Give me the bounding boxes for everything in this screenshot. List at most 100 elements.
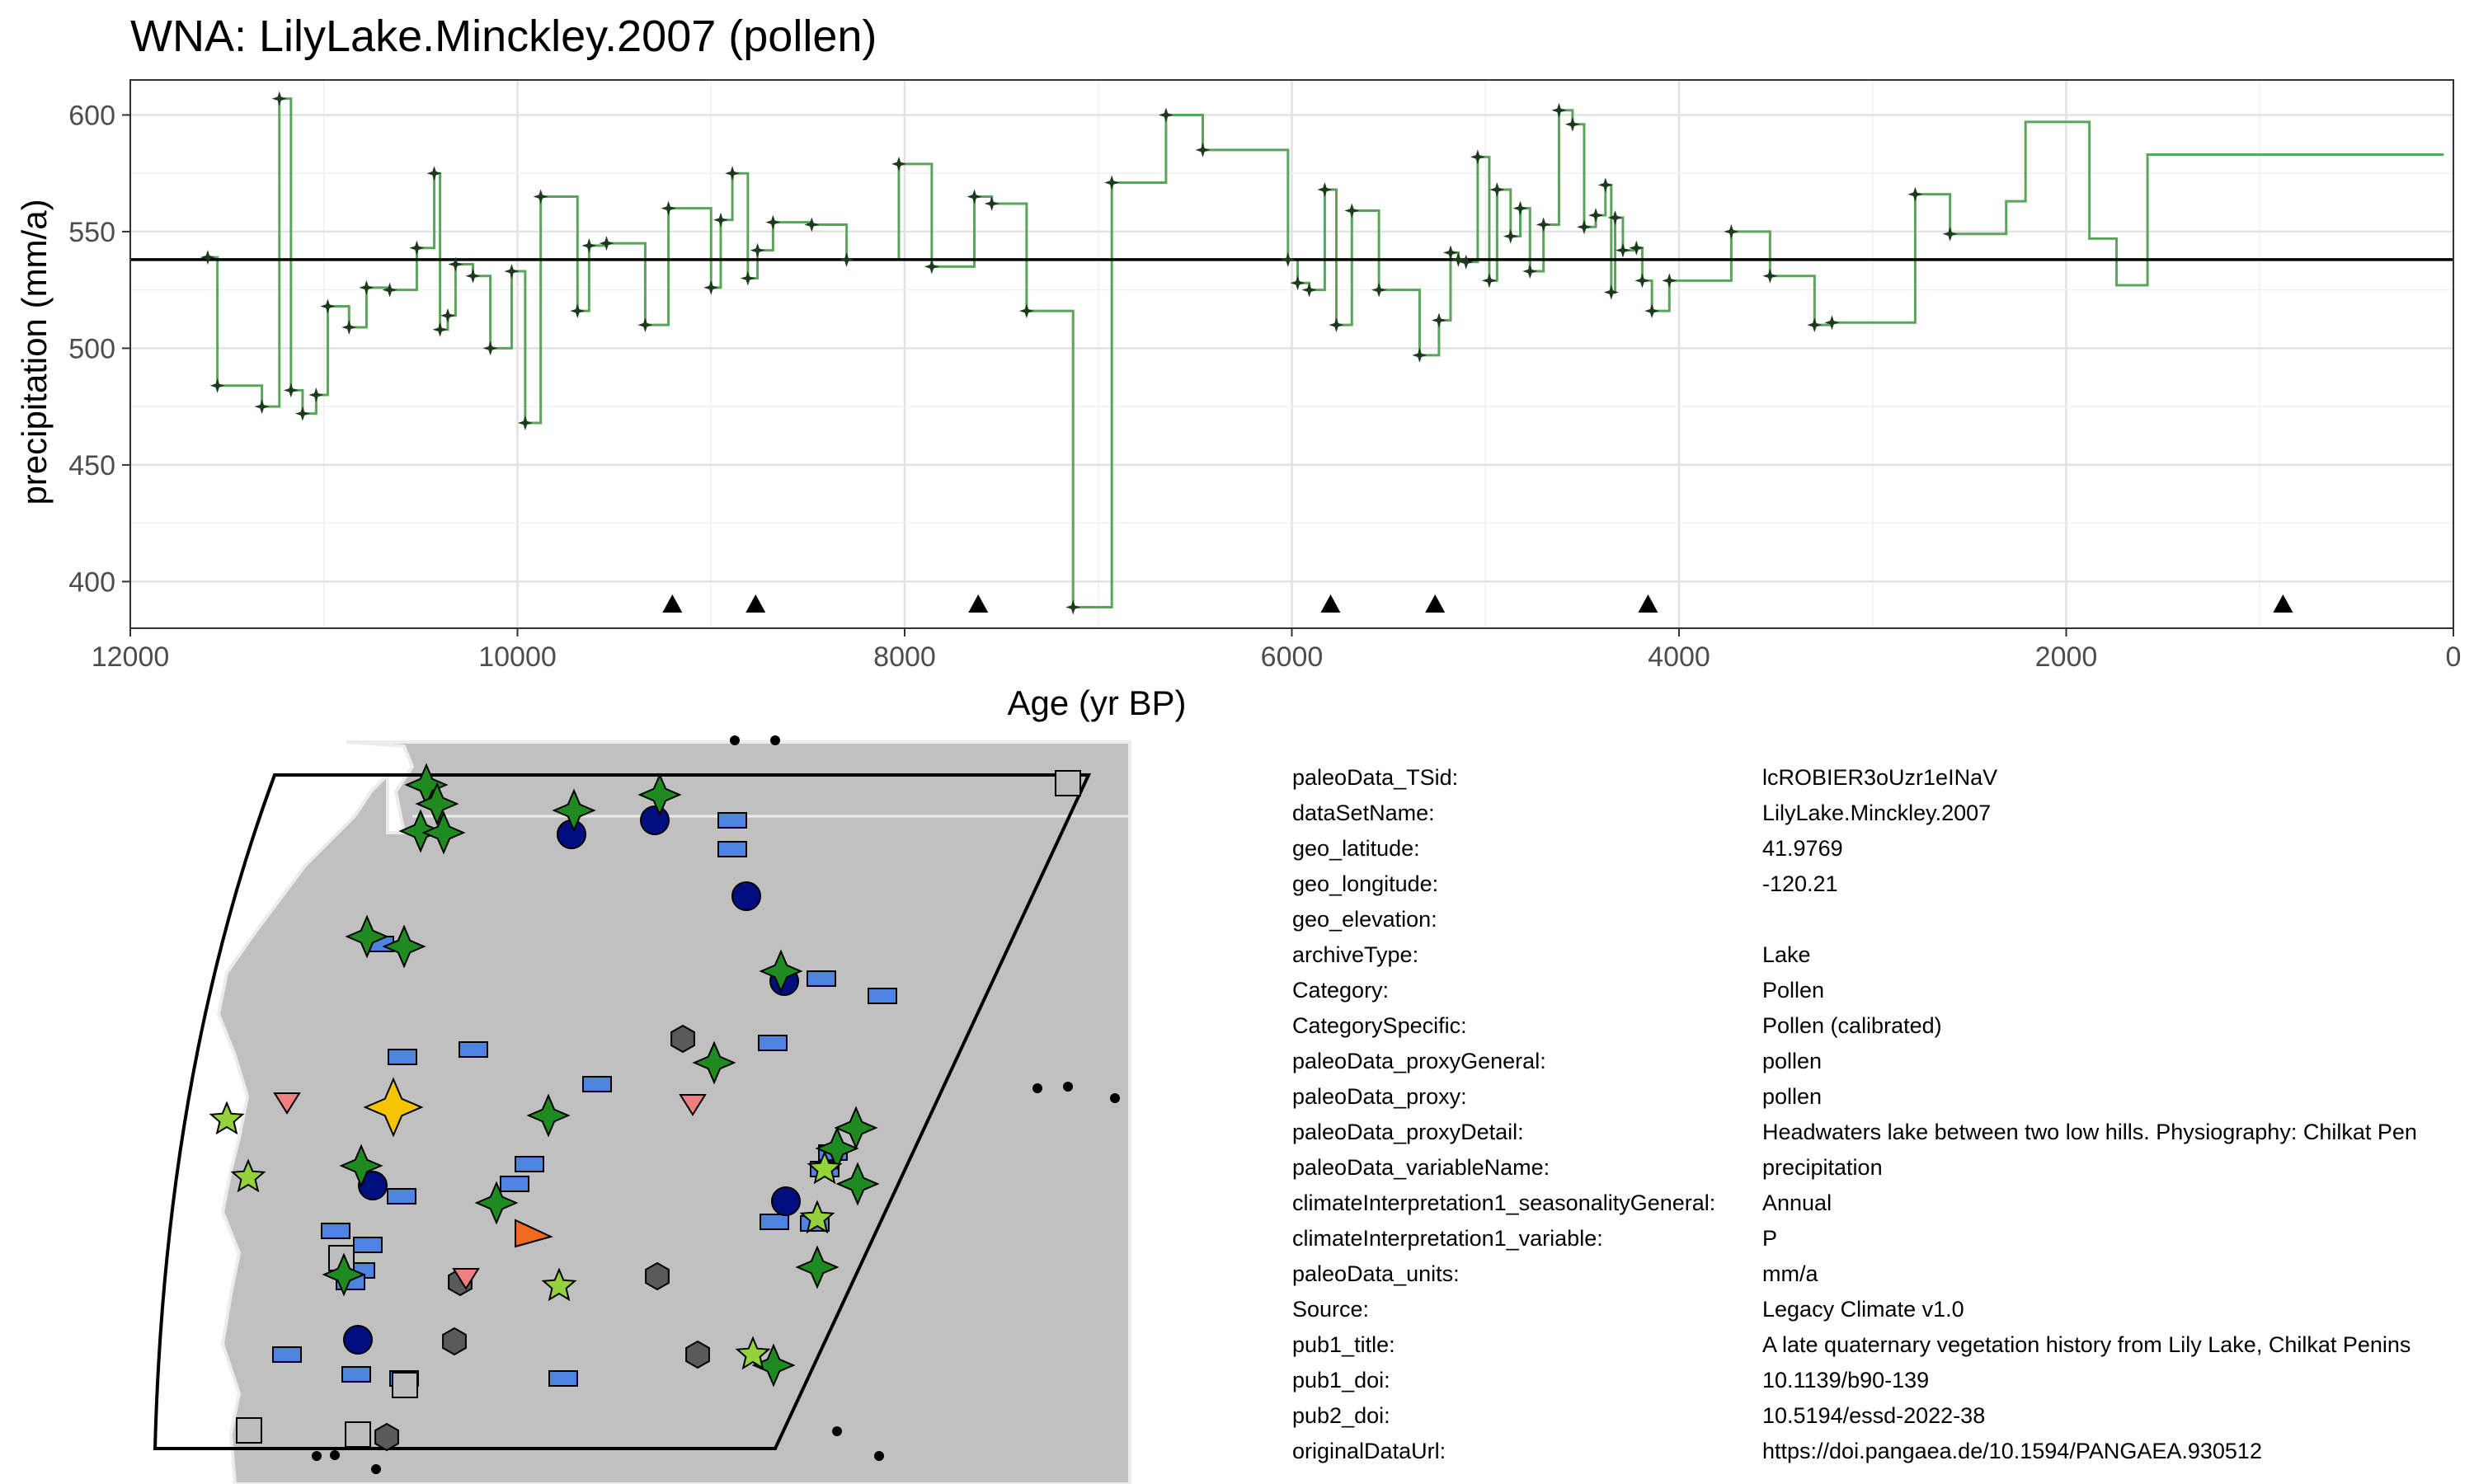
x-tick-label: 10000 bbox=[478, 641, 557, 673]
data-point bbox=[1615, 242, 1630, 258]
metadata-value: pollen bbox=[1762, 1084, 1823, 1109]
marker-triangle-pink bbox=[452, 1268, 480, 1290]
x-tick-label: 12000 bbox=[92, 641, 170, 673]
chron-marker bbox=[745, 594, 766, 613]
data-point bbox=[308, 387, 324, 403]
data-point bbox=[924, 259, 939, 275]
data-point bbox=[294, 406, 310, 421]
marker-star-light-green bbox=[799, 1200, 835, 1234]
data-point bbox=[432, 322, 448, 337]
marker-rect-blue bbox=[548, 1370, 578, 1387]
data-point bbox=[254, 399, 270, 415]
marker-star-light-green bbox=[735, 1336, 771, 1370]
metadata-key: originalDataUrl: bbox=[1292, 1439, 1446, 1463]
metadata-key: CategorySpecific: bbox=[1292, 1013, 1467, 1038]
data-point bbox=[703, 279, 719, 295]
chron-marker bbox=[1425, 594, 1446, 613]
data-point bbox=[1607, 209, 1623, 225]
data-point bbox=[1551, 102, 1567, 118]
data-point bbox=[533, 189, 548, 204]
metadata-key: paleoData_units: bbox=[1292, 1261, 1460, 1286]
marker-circle-navy bbox=[343, 1325, 373, 1355]
data-point bbox=[713, 212, 728, 228]
data-point bbox=[765, 214, 781, 230]
data-point bbox=[341, 319, 357, 335]
y-axis-ticks: 400 450 500 550 600 bbox=[68, 100, 130, 598]
metadata-key: climateInterpretation1_variable: bbox=[1292, 1226, 1603, 1251]
metadata-value: P bbox=[1762, 1226, 1778, 1251]
data-point bbox=[1576, 219, 1592, 235]
marker-star-dark-green bbox=[421, 810, 466, 855]
chron-markers bbox=[662, 594, 2293, 613]
data-point bbox=[1280, 251, 1296, 267]
marker-star-light-green bbox=[807, 1150, 843, 1185]
marker-rect-blue bbox=[387, 1188, 416, 1205]
data-point bbox=[725, 166, 741, 181]
data-point bbox=[320, 298, 336, 314]
marker-triangle-pink bbox=[679, 1094, 707, 1116]
data-point bbox=[599, 236, 614, 251]
y-tick-label: 400 bbox=[68, 566, 115, 598]
marker-dot-black bbox=[1110, 1093, 1120, 1103]
marker-star-dark-green bbox=[415, 782, 459, 826]
data-point bbox=[1104, 175, 1120, 190]
grid-lines bbox=[129, 80, 2455, 628]
marker-dot-black bbox=[312, 1451, 322, 1461]
marker-circle-navy bbox=[771, 1186, 801, 1216]
marker-star-dark-green bbox=[759, 949, 803, 993]
data-point bbox=[504, 264, 520, 279]
marker-hexagon bbox=[685, 1340, 710, 1369]
y-tick-label: 450 bbox=[68, 450, 115, 481]
x-axis-ticks: 12000 10000 8000 6000 4000 2000 0 bbox=[92, 628, 2462, 673]
data-point bbox=[1942, 226, 1958, 242]
data-point bbox=[581, 237, 597, 253]
map-bounding-box bbox=[153, 773, 1092, 1450]
data-point bbox=[891, 156, 906, 171]
map-land bbox=[216, 740, 1131, 1484]
marker-rect-blue bbox=[459, 1041, 488, 1058]
marker-rect-blue bbox=[341, 1366, 371, 1383]
metadata-value: 10.5194/essd-2022-38 bbox=[1762, 1403, 1986, 1428]
chron-marker bbox=[968, 594, 989, 613]
marker-circle-navy bbox=[640, 805, 670, 835]
marker-circle-navy bbox=[358, 1171, 388, 1200]
marker-rect-blue bbox=[321, 1223, 350, 1239]
data-point bbox=[1481, 273, 1497, 289]
marker-rect-blue bbox=[582, 1076, 612, 1092]
marker-rect-blue bbox=[388, 1049, 417, 1065]
marker-star-dark-green bbox=[526, 1093, 571, 1138]
marker-star-light-green bbox=[541, 1267, 577, 1302]
data-point bbox=[382, 282, 397, 298]
marker-rect-blue bbox=[717, 841, 747, 857]
marker-star-dark-green bbox=[835, 1162, 880, 1206]
metadata-value: Annual bbox=[1762, 1190, 1832, 1215]
metadata-key: paleoData_proxyDetail: bbox=[1292, 1120, 1524, 1144]
data-point bbox=[750, 242, 765, 258]
x-tick-label: 0 bbox=[2446, 641, 2462, 673]
marker-star-dark-green bbox=[751, 1343, 796, 1388]
metadata-key: pub1_title: bbox=[1292, 1332, 1395, 1357]
metadata-value: -120.21 bbox=[1762, 871, 1838, 896]
marker-dot-black bbox=[832, 1426, 842, 1436]
chron-marker bbox=[1638, 594, 1658, 613]
data-point bbox=[1629, 240, 1644, 256]
metadata-key: paleoData_variableName: bbox=[1292, 1155, 1550, 1180]
data-point bbox=[740, 270, 755, 286]
marker-star-dark-green bbox=[322, 1252, 366, 1297]
data-point bbox=[209, 378, 225, 393]
metadata-value: Legacy Climate v1.0 bbox=[1762, 1297, 1964, 1322]
x-tick-label: 2000 bbox=[2035, 641, 2098, 673]
data-point bbox=[1442, 245, 1458, 261]
marker-star-dark-green bbox=[637, 773, 682, 817]
data-point bbox=[1158, 107, 1174, 123]
data-point bbox=[1603, 284, 1619, 300]
data-point bbox=[1489, 182, 1505, 197]
marker-star-dark-green bbox=[795, 1245, 840, 1289]
data-point bbox=[839, 251, 854, 267]
data-point bbox=[1301, 282, 1317, 298]
marker-circle-navy bbox=[731, 881, 761, 911]
marker-rect-blue bbox=[760, 1214, 789, 1230]
marker-star-dark-green bbox=[339, 1144, 383, 1188]
data-point bbox=[1018, 303, 1034, 319]
